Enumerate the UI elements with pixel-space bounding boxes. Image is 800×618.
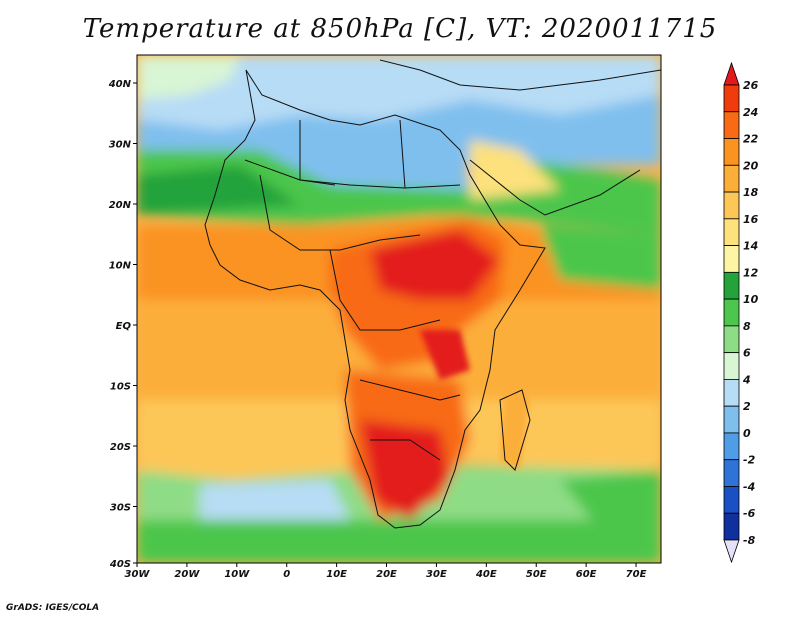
colorbar-label: 16 [743, 213, 759, 226]
temperature-field [137, 55, 661, 563]
colorbar-label: 26 [743, 79, 759, 92]
colorbar-swatch [723, 486, 740, 514]
map-frame [136, 54, 662, 564]
lon-tick-label: 30W [125, 569, 151, 580]
coastlines [204, 59, 661, 529]
credit-label: GrADS: IGES/COLA [6, 603, 100, 613]
lat-tick-label: 30N [109, 140, 132, 151]
colorbar-swatch [723, 191, 740, 220]
colorbar-label: 14 [743, 240, 758, 253]
lat-tick-label: EQ [116, 321, 132, 332]
colorbar-swatch [723, 245, 740, 273]
colorbar-label: -2 [743, 454, 756, 467]
longitude-tick-labels: 30W 20W 10W 0 10E 20E 30E 40E 50E 60E 70E [125, 563, 647, 580]
lat-tick-label: 10N [109, 261, 132, 272]
colorbar-label: 0 [743, 427, 751, 440]
lon-tick-label: 10W [224, 569, 250, 580]
lon-tick-label: 20W [174, 569, 200, 580]
colorbar-label: 22 [743, 133, 759, 146]
colorbar-swatch [723, 325, 740, 354]
lon-tick-label: 40E [475, 569, 497, 580]
lon-tick-label: 50E [526, 569, 547, 580]
colorbar-swatch [723, 459, 740, 487]
colorbar-swatch [723, 379, 740, 407]
lon-tick-label: 30E [426, 569, 447, 580]
colorbar-swatch [723, 352, 740, 380]
colorbar-swatch [723, 218, 740, 246]
lat-tick-label: 40N [108, 79, 132, 90]
lat-tick-label: 20N [109, 200, 132, 211]
colorbar-swatch [723, 432, 740, 461]
colorbar-label: 12 [743, 266, 759, 279]
colorbar-swatch [723, 271, 740, 300]
colorbar-label: 2 [743, 400, 751, 413]
lon-tick-label: 0 [283, 569, 290, 580]
colorbar-label: 18 [743, 186, 759, 199]
colorbar-swatch [723, 298, 740, 327]
colorbar-swatch [723, 138, 740, 166]
lon-tick-label: 60E [576, 569, 597, 580]
colorbar-label: 20 [743, 159, 759, 172]
colorbar-label: 8 [743, 320, 751, 333]
lon-tick-label: 10E [326, 569, 347, 580]
colorbar-label: 24 [743, 106, 758, 119]
colorbar-swatch [723, 164, 740, 193]
lon-tick-label: 70E [626, 569, 647, 580]
colorbar-label: 6 [743, 347, 751, 360]
colorbar-label: -8 [743, 534, 756, 547]
lat-tick-label: 40S [109, 559, 131, 570]
lat-tick-label: 10S [110, 382, 131, 393]
colorbar-swatch [723, 111, 740, 139]
colorbar-swatch [723, 405, 740, 434]
colorbar-label: -4 [743, 480, 755, 493]
colorbar-label: 4 [742, 373, 751, 386]
colorbar-min-arrow [723, 539, 740, 564]
colorbar-max-arrow [723, 61, 740, 86]
lon-tick-label: 20E [376, 569, 397, 580]
colorbar-swatch [723, 84, 740, 113]
lat-tick-label: 30S [110, 503, 131, 514]
latitude-tick-labels: 40N 30N 20N 10N EQ 10S 20S 30S 40S [108, 79, 137, 570]
colorbar-label: -6 [743, 507, 756, 520]
map-title: Temperature at 850hPa [C], VT: 202001171… [82, 14, 718, 44]
colorbar-swatch [723, 512, 740, 541]
colorbar-label: 10 [743, 293, 759, 306]
lat-tick-label: 20S [110, 442, 131, 453]
